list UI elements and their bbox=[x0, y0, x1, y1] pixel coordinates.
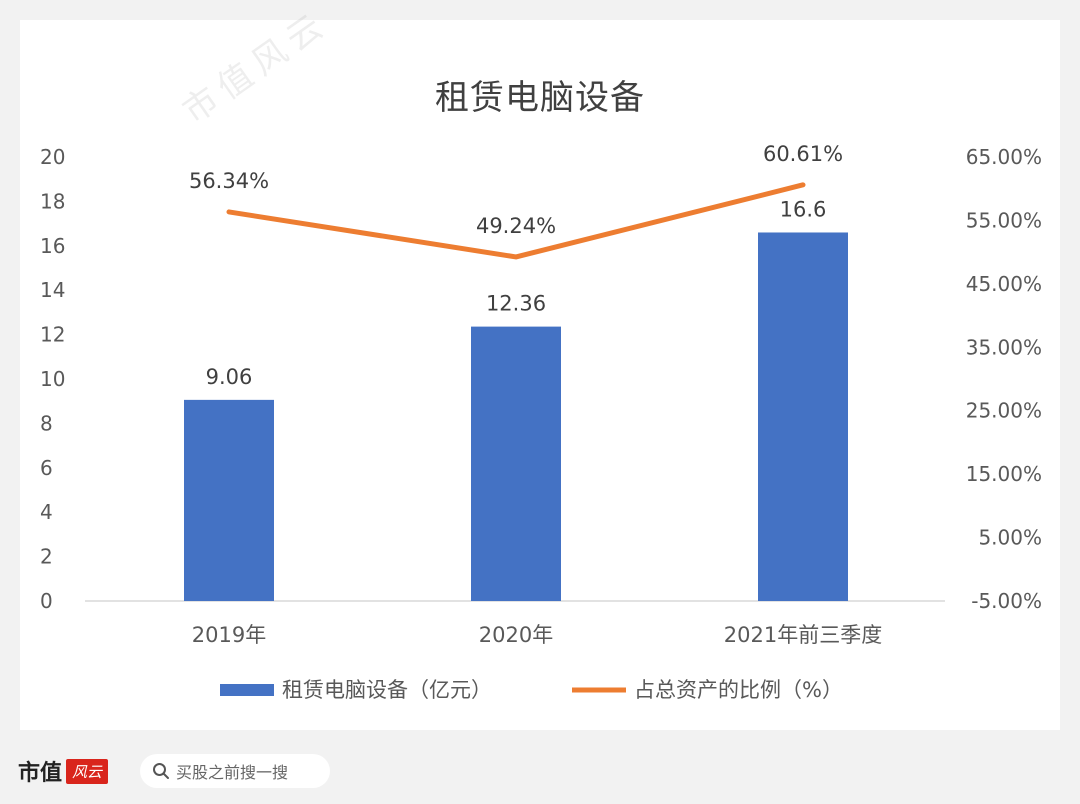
right-tick-label: 35.00% bbox=[966, 335, 1042, 359]
chart-svg: 0 2 4 6 8 10 12 14 16 18 20 -5.00% 5.00% 15.00% 25.00… bbox=[40, 142, 1042, 702]
bar bbox=[758, 232, 848, 602]
right-tick-label: -5.00% bbox=[971, 589, 1042, 613]
x-tick-label: 2019年 bbox=[192, 623, 266, 647]
right-tick-label: 25.00% bbox=[966, 399, 1042, 423]
line-data-label: 56.34% bbox=[189, 169, 269, 193]
left-tick-label: 14 bbox=[40, 278, 65, 302]
chart-title: 租赁电脑设备 bbox=[435, 78, 645, 118]
legend-bar-label: 租赁电脑设备（亿元） bbox=[282, 678, 492, 702]
chart-card: 租赁电脑设备 0 2 4 6 8 10 12 14 16 18 20 -5.00% 5.00% 15.0… bbox=[20, 20, 1060, 730]
bar bbox=[471, 326, 561, 601]
left-tick-label: 20 bbox=[40, 145, 65, 169]
legend-line-label: 占总资产的比例（%） bbox=[634, 678, 843, 702]
brand[interactable]: 市值 风云 bbox=[18, 756, 109, 786]
search-icon bbox=[153, 763, 169, 779]
bar-data-label: 9.06 bbox=[206, 365, 253, 389]
bar-data-label: 12.36 bbox=[486, 292, 546, 316]
x-tick-label: 2020年 bbox=[479, 623, 553, 647]
search-box[interactable]: 买股之前搜一搜 bbox=[140, 754, 330, 788]
left-tick-label: 0 bbox=[40, 589, 53, 613]
brand-text: 市值 bbox=[18, 760, 63, 786]
footer: 市值 风云 买股之前搜一搜 bbox=[0, 730, 1080, 804]
ratio-line bbox=[226, 182, 806, 260]
left-tick-label: 18 bbox=[40, 189, 65, 213]
left-tick-label: 6 bbox=[40, 456, 53, 480]
brand-logo: 风云 bbox=[66, 758, 109, 784]
legend-bar-swatch bbox=[220, 684, 274, 696]
right-tick-label: 5.00% bbox=[978, 526, 1042, 550]
search-placeholder: 买股之前搜一搜 bbox=[176, 763, 289, 782]
bar-data-label: 16.6 bbox=[780, 197, 827, 221]
line-data-label: 60.61% bbox=[763, 142, 843, 166]
right-tick-label: 65.00% bbox=[966, 145, 1042, 169]
right-tick-label: 55.00% bbox=[966, 208, 1042, 232]
line-data-label: 49.24% bbox=[476, 214, 556, 238]
left-tick-label: 2 bbox=[40, 545, 53, 569]
right-tick-label: 15.00% bbox=[966, 462, 1042, 486]
left-tick-label: 16 bbox=[40, 234, 65, 258]
bar bbox=[184, 399, 274, 601]
left-tick-label: 12 bbox=[40, 323, 65, 347]
right-tick-label: 45.00% bbox=[966, 272, 1042, 296]
left-tick-label: 10 bbox=[40, 367, 65, 391]
left-tick-label: 8 bbox=[40, 411, 53, 435]
x-tick-label: 2021年前三季度 bbox=[724, 623, 882, 647]
left-tick-label: 4 bbox=[40, 500, 53, 524]
